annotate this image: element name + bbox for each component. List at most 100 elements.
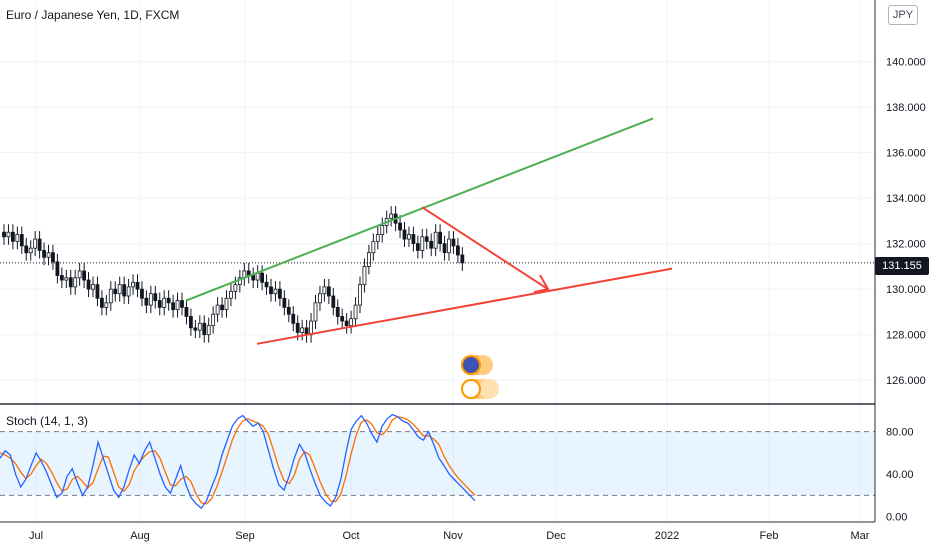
candle-body	[131, 281, 135, 288]
candle-body	[153, 293, 158, 301]
trendline-lower-channel	[256, 267, 673, 345]
candle-body	[349, 318, 354, 326]
candle-body	[184, 306, 189, 317]
candle-body	[193, 327, 198, 331]
candle-body	[335, 306, 340, 317]
candle-body	[269, 286, 273, 295]
price-tick-label: 138.000	[886, 102, 926, 114]
candle-body	[451, 238, 456, 247]
candle-body	[2, 231, 6, 238]
candle-body	[215, 304, 220, 315]
price-tick-label: 126.000	[886, 375, 926, 387]
candle-body	[362, 265, 367, 286]
candle-body	[344, 320, 349, 326]
stoch-k-line	[0, 413, 476, 510]
candle-body	[135, 281, 140, 290]
candle-body	[402, 229, 407, 240]
candle-body	[233, 284, 238, 292]
trendlines[interactable]	[185, 117, 673, 345]
candle-body	[389, 213, 394, 219]
candle-body	[73, 277, 78, 288]
candle-body	[460, 254, 465, 264]
candle-body	[442, 243, 447, 254]
candle-body	[429, 240, 434, 249]
candle-body	[375, 234, 380, 242]
candle-body	[411, 234, 416, 245]
time-tick-label: Sep	[235, 530, 255, 542]
candle-body	[51, 252, 55, 263]
candle-body	[59, 275, 64, 281]
stoch-tick-label: 0.00	[886, 512, 907, 524]
candle-body	[366, 252, 371, 267]
stoch-tick-label: 80.00	[886, 427, 914, 439]
time-tick-label: Jul	[29, 530, 43, 542]
candle-body	[286, 306, 291, 315]
price-tick-label: 140.000	[886, 56, 926, 68]
candle-body	[318, 293, 322, 304]
flag-jp-icon[interactable]	[461, 379, 481, 399]
candle-body	[86, 279, 91, 290]
candle-body	[264, 281, 269, 288]
candle-body	[28, 247, 33, 254]
candle-body	[68, 277, 73, 288]
candle-body	[171, 302, 176, 311]
candle-body	[19, 234, 24, 247]
candle-body	[6, 231, 11, 238]
candle-body	[291, 313, 296, 324]
candle-body	[144, 297, 149, 306]
time-tick-label: Aug	[130, 530, 150, 542]
candle-body	[37, 238, 42, 251]
candle-body	[100, 297, 104, 308]
candle-body	[273, 288, 278, 295]
candle-body	[104, 302, 109, 308]
candle-body	[55, 261, 60, 276]
stoch-d-line	[0, 416, 476, 505]
candle-body	[331, 295, 336, 308]
price-tick-label: 130.000	[886, 284, 926, 296]
candle-body	[224, 297, 229, 311]
candle-body	[10, 231, 15, 242]
time-tick-label: Dec	[546, 530, 566, 542]
candle-body	[380, 225, 385, 235]
candle-body	[255, 272, 260, 281]
axes: 140.000 138.000 136.000 134.000 132.000 130.0…	[0, 0, 926, 542]
candle-body	[340, 316, 345, 322]
trendline-upper-channel	[185, 117, 654, 302]
price-tick-label: 128.000	[886, 330, 926, 342]
candle-body	[117, 284, 122, 295]
candle-body	[277, 288, 282, 299]
candle-body	[326, 286, 331, 297]
candle-body	[424, 236, 429, 242]
stoch-series	[0, 413, 476, 510]
candle-body	[126, 286, 131, 297]
candle-body	[455, 245, 460, 256]
candle-body	[122, 284, 127, 297]
chart-title: Euro / Japanese Yen, 1D, FXCM	[6, 8, 180, 22]
candle-body	[82, 270, 86, 281]
candle-body	[113, 288, 118, 295]
arrow-head	[533, 274, 550, 294]
candle-body	[353, 304, 358, 320]
candle-body	[108, 288, 113, 304]
candle-body	[398, 222, 402, 231]
candle-body	[91, 284, 95, 290]
time-tick-label: Mar	[851, 530, 870, 542]
time-tick-label: Feb	[760, 530, 779, 542]
candle-body	[206, 325, 211, 336]
candle-body	[77, 270, 82, 279]
candle-body	[157, 300, 162, 308]
candle-body	[251, 275, 256, 281]
candle-body	[202, 322, 207, 336]
stoch-tick-label: 40.00	[886, 469, 914, 481]
candle-body	[175, 300, 180, 311]
candle-body	[420, 236, 425, 251]
candle-body	[197, 322, 202, 331]
currency-button[interactable]: JPY	[888, 5, 918, 25]
candle-body	[211, 313, 216, 326]
flag-eu-icon[interactable]	[461, 355, 481, 375]
candle-body	[260, 272, 265, 283]
candle-body	[46, 252, 51, 258]
candle-body	[15, 234, 20, 242]
candle-body	[64, 277, 69, 281]
